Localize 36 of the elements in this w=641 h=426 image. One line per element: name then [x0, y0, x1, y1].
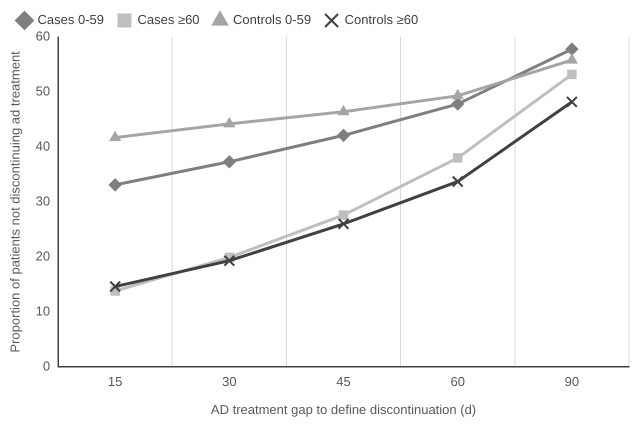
x-tick-label: 15	[108, 374, 122, 390]
point	[337, 128, 350, 142]
y-tick-label: 40	[36, 138, 50, 154]
point	[224, 117, 236, 128]
point	[109, 280, 122, 292]
point	[108, 178, 122, 192]
y-axis-title: Proportion of patients not discontinuing ad treatment	[7, 50, 22, 353]
x-tick-label: 45	[336, 374, 351, 390]
x-tick-label: 60	[450, 374, 465, 390]
y-tick-label: 50	[36, 84, 50, 99]
legend-label: Cases ≥60	[137, 12, 200, 28]
point	[338, 210, 348, 220]
point	[566, 96, 578, 108]
point	[565, 42, 578, 56]
point	[452, 176, 464, 188]
point	[452, 89, 464, 100]
y-tick-label: 10	[36, 303, 50, 318]
point	[566, 54, 578, 64]
point	[223, 254, 236, 267]
point	[338, 105, 350, 116]
point	[109, 131, 121, 142]
point	[567, 70, 577, 80]
y-tick-label: 0	[42, 358, 50, 374]
y-tick-label: 30	[36, 193, 50, 208]
x-axis-title: AD treatment gap to define discontinuation (d)	[210, 402, 476, 417]
legend-label: Controls ≥60	[344, 12, 418, 28]
point	[222, 155, 236, 168]
point	[451, 98, 464, 111]
x-tick-label: 30	[222, 374, 237, 390]
y-tick-label: 20	[36, 248, 50, 264]
point	[338, 218, 350, 230]
x-tick-label: 90	[564, 374, 580, 390]
y-tick-label: 60	[36, 28, 50, 44]
legend-label: Cases 0-59	[38, 12, 104, 28]
legend-label: Controls 0-59	[233, 12, 312, 28]
point	[452, 153, 462, 163]
